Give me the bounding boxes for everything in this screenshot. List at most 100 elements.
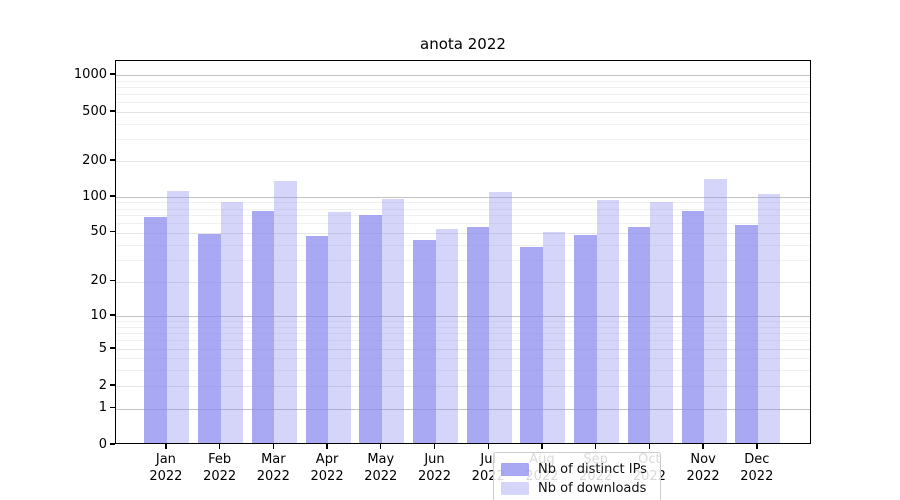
bar-downloads-aug <box>542 231 566 443</box>
ytick-label-100: 100 <box>82 188 107 204</box>
xtick-label-nov: Nov 2022 <box>686 452 720 484</box>
xtick-label-jan: Jan 2022 <box>149 452 183 484</box>
xtick-label-mar: Mar 2022 <box>256 452 290 484</box>
xtick-label-may: May 2022 <box>364 452 398 484</box>
bar-distinct-ips-jul <box>466 226 490 443</box>
gridline-5 <box>116 349 810 350</box>
xtick-label-jun: Jun 2022 <box>417 452 452 484</box>
bar-distinct-ips-sep <box>574 235 597 443</box>
xtick-mark-nov <box>702 444 704 449</box>
legend-swatch-distinct-ips <box>501 463 529 476</box>
xtick-mark-jun <box>433 444 436 449</box>
xtick-mark-apr <box>326 444 328 449</box>
bar-downloads-mar <box>274 181 297 443</box>
ytick-mark-100 <box>110 195 115 197</box>
gridline-10 <box>116 316 810 317</box>
bar-downloads-apr <box>328 211 351 443</box>
xtick-mark-mar <box>272 444 275 449</box>
ytick-mark-5 <box>110 347 115 349</box>
gridline-200 <box>116 161 810 162</box>
gridline-70 <box>116 215 810 217</box>
gridline-2 <box>116 386 810 387</box>
legend: Nb of distinct IPs Nb of downloads <box>493 452 661 500</box>
gridline-400 <box>116 123 810 125</box>
ytick-mark-200 <box>110 159 115 161</box>
gridline-300 <box>116 139 810 141</box>
gridline-40 <box>116 244 810 246</box>
gridline-60 <box>116 223 810 225</box>
bar-downloads-sep <box>596 199 620 443</box>
ytick-label-200: 200 <box>82 152 107 168</box>
ytick-label-500: 500 <box>82 103 107 119</box>
ytick-label-2: 2 <box>98 377 107 393</box>
gridline-50 <box>116 232 810 234</box>
ytick-mark-1000 <box>110 73 115 75</box>
legend-label-distinct-ips: Nb of distinct IPs <box>538 462 647 477</box>
xtick-label-apr: Apr 2022 <box>310 452 344 484</box>
gridline-800 <box>116 86 810 88</box>
bar-distinct-ips-apr <box>305 236 329 443</box>
xtick-mark-oct <box>648 444 651 449</box>
bar-distinct-ips-oct <box>627 226 651 443</box>
bar-downloads-oct <box>650 202 673 443</box>
legend-swatch-downloads <box>501 482 529 495</box>
bar-downloads-jul <box>489 192 512 443</box>
ytick-label-20: 20 <box>90 273 107 288</box>
ytick-mark-0 <box>110 443 115 445</box>
xtick-mark-sep <box>594 444 597 449</box>
ytick-label-1000: 1000 <box>73 66 107 82</box>
xtick-mark-jan <box>165 444 167 449</box>
ytick-mark-500 <box>110 110 115 112</box>
bar-downloads-dec <box>757 194 781 443</box>
xtick-mark-jul <box>487 444 489 449</box>
bar-distinct-ips-mar <box>251 211 275 443</box>
gridline-600 <box>116 102 810 104</box>
xtick-label-feb: Feb 2022 <box>203 452 237 484</box>
ytick-mark-10 <box>110 314 115 316</box>
bar-distinct-ips-aug <box>520 246 543 443</box>
xtick-mark-aug <box>541 444 543 449</box>
gridline-30 <box>116 259 810 261</box>
bar-distinct-ips-dec <box>735 224 758 443</box>
xtick-label-dec: Dec 2022 <box>740 452 774 484</box>
gridline-1 <box>116 408 810 410</box>
ytick-label-1: 1 <box>98 400 107 415</box>
bar-downloads-feb <box>220 202 244 443</box>
ytick-label-5: 5 <box>98 340 107 356</box>
plot-area: Nb of distinct IPs Nb of downloads <box>115 60 811 500</box>
gridline-100 <box>116 197 810 198</box>
xtick-mark-dec <box>756 444 758 449</box>
gridline-1000 <box>116 75 810 76</box>
legend-entry-downloads: Nb of downloads <box>501 480 651 497</box>
ytick-label-50: 50 <box>90 224 107 240</box>
gridline-7 <box>116 332 810 334</box>
ytick-mark-1 <box>110 406 115 409</box>
gridline-8 <box>116 326 810 328</box>
bar-distinct-ips-may <box>359 214 382 443</box>
bar-distinct-ips-jun <box>413 240 436 443</box>
ytick-mark-50 <box>110 231 115 233</box>
ytick-mark-20 <box>110 279 115 282</box>
bar-distinct-ips-feb <box>198 234 221 443</box>
gridline-500 <box>116 112 810 113</box>
gridline-3 <box>116 369 810 371</box>
gridline-4 <box>116 358 810 359</box>
bar-downloads-jun <box>435 228 458 443</box>
gridline-80 <box>116 208 810 210</box>
gridline-900 <box>116 80 810 82</box>
gridline-9 <box>116 321 810 323</box>
xtick-mark-feb <box>218 444 221 449</box>
chart-title: anota 2022 <box>420 35 506 53</box>
ytick-label-10: 10 <box>90 307 107 323</box>
gridline-90 <box>116 202 810 204</box>
gridline-700 <box>116 94 810 96</box>
ytick-mark-2 <box>110 384 115 386</box>
gridline-20 <box>116 281 810 283</box>
bar-downloads-may <box>381 198 405 443</box>
legend-entry-distinct-ips: Nb of distinct IPs <box>501 461 651 478</box>
ytick-label-0: 0 <box>98 436 107 452</box>
legend-label-downloads: Nb of downloads <box>538 481 647 496</box>
bar-distinct-ips-nov <box>681 210 705 443</box>
bar-distinct-ips-jan <box>144 217 167 443</box>
